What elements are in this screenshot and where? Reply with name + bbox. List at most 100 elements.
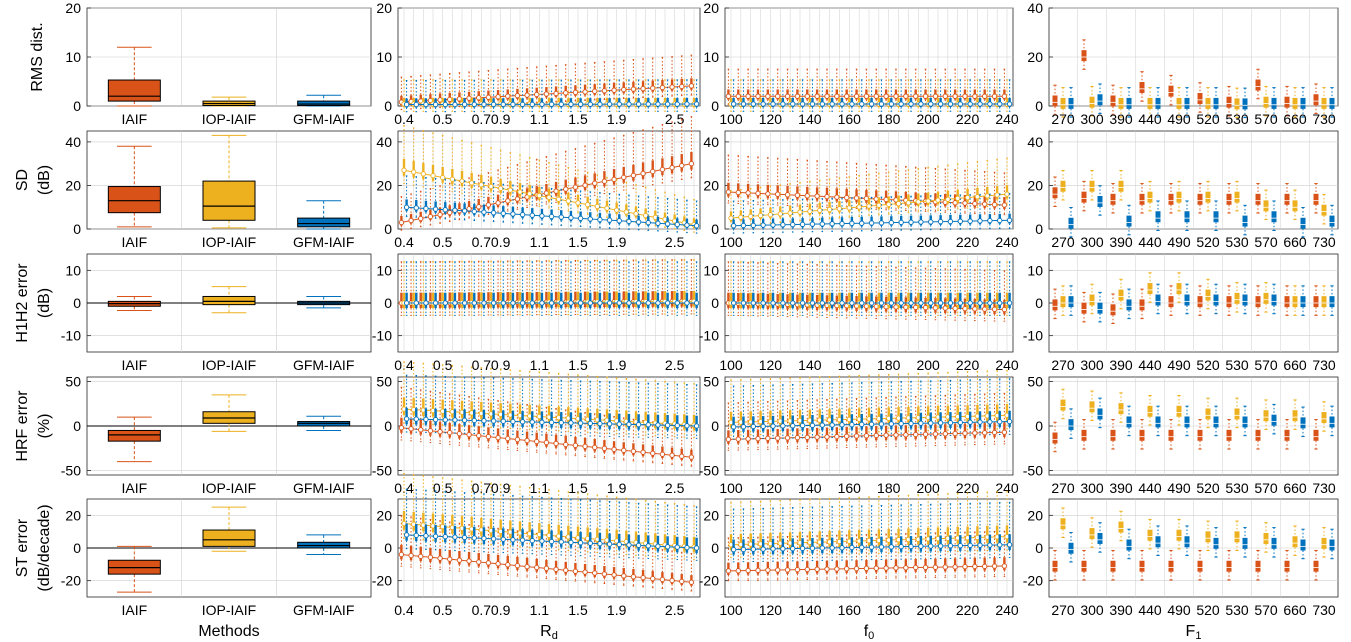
median-marker — [794, 93, 801, 99]
y-tick-label: 0 — [1035, 221, 1043, 237]
y-tick-label: 20 — [703, 177, 719, 193]
median-marker — [1001, 93, 1008, 99]
median-marker — [587, 101, 593, 107]
x-tick-label: 490 — [1167, 111, 1191, 127]
x-tick-label: 440 — [1138, 357, 1162, 373]
median-marker — [826, 206, 833, 213]
median-marker — [790, 101, 796, 107]
box — [1147, 191, 1153, 203]
box — [1234, 98, 1240, 110]
median-marker — [411, 169, 417, 175]
x-tick-label: IOP-IAIF — [202, 234, 256, 250]
median-marker — [928, 101, 934, 107]
box — [1176, 97, 1182, 109]
x-tick-label: 440 — [1138, 111, 1162, 127]
y-tick-label: 50 — [65, 373, 81, 389]
median-marker — [937, 300, 944, 306]
median-marker — [592, 88, 598, 94]
median-marker — [740, 101, 747, 107]
median-marker — [495, 200, 501, 206]
box — [1110, 193, 1116, 205]
x-tick-label: 520 — [1196, 357, 1220, 373]
median-marker — [849, 300, 855, 306]
x-tick-label: 730 — [1312, 111, 1336, 127]
x-tick-label: 220 — [956, 234, 980, 250]
box — [1284, 296, 1290, 308]
median-marker — [674, 300, 680, 306]
median-marker — [829, 101, 835, 107]
median-marker — [799, 300, 806, 306]
median-marker — [824, 93, 830, 99]
y-tick-label: 0 — [73, 418, 81, 434]
median-marker — [684, 222, 690, 228]
F1-boxes — [1052, 272, 1335, 325]
median-marker — [947, 101, 954, 107]
median-marker — [928, 300, 934, 306]
median-marker — [626, 300, 632, 306]
median-marker — [490, 101, 497, 108]
summary-boxes — [107, 286, 351, 314]
x-tick-label: IOP-IAIF — [202, 111, 256, 127]
median-marker — [563, 186, 569, 192]
box — [402, 159, 406, 176]
median-marker — [688, 161, 695, 167]
median-marker — [775, 191, 781, 197]
box — [651, 160, 654, 178]
box — [1255, 296, 1261, 308]
median-marker — [592, 180, 598, 186]
median-marker — [519, 211, 526, 218]
box — [422, 162, 425, 180]
median-marker — [972, 93, 978, 99]
box — [1126, 299, 1132, 311]
median-marker — [500, 101, 506, 108]
median-marker — [804, 193, 810, 199]
median-marker — [481, 101, 487, 108]
median-marker — [859, 220, 865, 226]
box — [1060, 97, 1066, 109]
x-tick-label: 200 — [916, 357, 940, 373]
median-marker — [883, 93, 889, 99]
median-marker — [575, 200, 581, 206]
box — [661, 158, 664, 176]
median-marker — [403, 300, 410, 306]
box — [297, 100, 351, 107]
y-tick-label: 10 — [1027, 262, 1043, 278]
median-marker — [918, 101, 924, 107]
median-marker — [403, 101, 410, 108]
median-marker — [839, 220, 845, 227]
x-axis-label: Methods — [198, 623, 259, 640]
median-marker — [664, 221, 671, 227]
median-marker — [728, 215, 734, 221]
x-tick-label: 1.9 — [607, 111, 627, 127]
box — [1234, 191, 1240, 203]
median-marker — [997, 300, 1003, 306]
median-marker — [780, 101, 786, 107]
median-marker — [829, 221, 835, 227]
x-tick-label: 120 — [759, 234, 783, 250]
median-marker — [621, 174, 627, 181]
box — [1226, 296, 1232, 308]
median-marker — [659, 84, 666, 91]
median-marker — [655, 300, 661, 306]
median-marker — [507, 187, 513, 193]
x-tick-label: 530 — [1225, 111, 1249, 127]
median-marker — [423, 205, 429, 212]
box — [107, 429, 161, 442]
x-tick-label: 160 — [838, 234, 862, 250]
x-tick-label: 530 — [1225, 234, 1249, 250]
median-marker — [655, 101, 661, 107]
median-marker — [413, 300, 419, 306]
F1-boxes — [1052, 169, 1335, 238]
median-marker — [738, 214, 744, 220]
median-marker — [740, 300, 747, 306]
median-marker — [991, 201, 998, 208]
median-marker — [490, 300, 497, 306]
median-marker — [913, 93, 919, 99]
x-axis-label-subscript: 1 — [1195, 630, 1201, 642]
box — [1234, 292, 1240, 304]
box — [1300, 217, 1306, 229]
y-tick-label: 0 — [384, 221, 392, 237]
x-tick-label: 520 — [1196, 234, 1220, 250]
box — [690, 151, 693, 170]
x-tick-label: 220 — [956, 111, 980, 127]
